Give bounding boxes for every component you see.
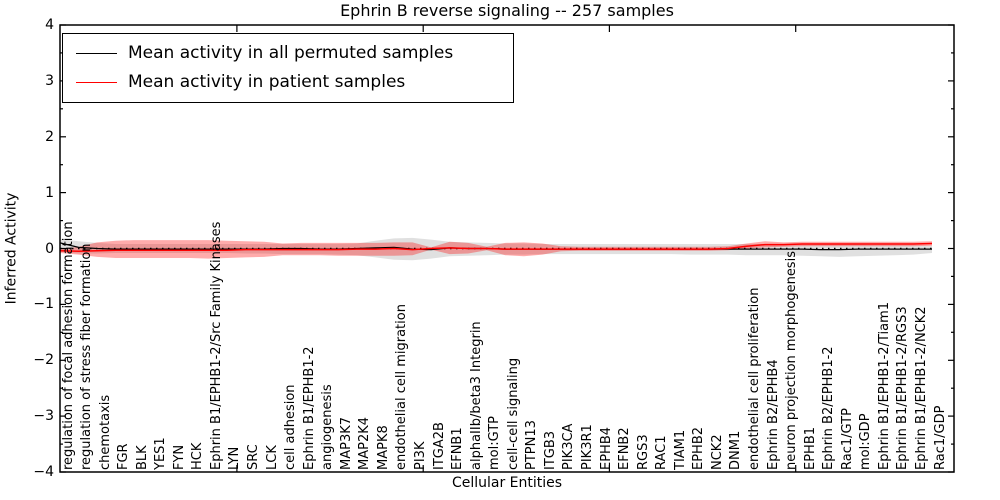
x-category-label: SRC <box>246 444 262 470</box>
x-category-label: PIK3R1 <box>579 424 595 470</box>
legend-item-permuted: Mean activity in all permuted samples <box>76 43 513 63</box>
x-category-label: Ephrin B2/EPHB4 <box>765 359 781 470</box>
x-category-label: Ephrin B1/EPHB1-2/RGS3 <box>895 306 911 470</box>
x-category-label: cell adhesion <box>283 384 299 470</box>
x-category-label: DNM1 <box>728 430 744 470</box>
x-category-label: LCK <box>264 445 280 470</box>
x-category-label: EPHB2 <box>691 426 707 470</box>
legend-line-patient-icon <box>76 81 117 83</box>
x-category-label: Ephrin B1/EPHB1-2 <box>301 346 317 470</box>
x-category-label: EPHB4 <box>598 426 614 470</box>
x-category-label: Ephrin B1/EPHB1-2/Tiam1 <box>876 301 892 470</box>
y-tick-label: 2 <box>45 128 54 145</box>
y-tick-label: 3 <box>45 72 54 89</box>
x-axis-label: Cellular Entities <box>451 475 563 491</box>
x-category-label: LYN <box>227 446 243 470</box>
x-category-label: alphaIIb/beta3 Integrin <box>468 321 484 470</box>
x-category-label: angiogenesis <box>320 384 336 470</box>
y-tick-label: 4 <box>45 17 54 33</box>
x-category-label: regulation of stress fiber formation <box>79 243 95 470</box>
x-category-label: regulation of focal adhesion formation <box>60 221 76 470</box>
legend-item-patient: Mean activity in patient samples <box>76 72 513 92</box>
x-category-label: MAP2K4 <box>357 416 373 470</box>
x-category-label: PI3K <box>413 441 428 470</box>
x-category-label: chemotaxis <box>97 394 113 470</box>
y-tick-label: −3 <box>33 408 54 425</box>
x-category-label: Ephrin B1/EPHB1-2/NCK2 <box>913 306 929 470</box>
x-category-label: ITGA2B <box>431 422 447 470</box>
x-category-label: HCK <box>190 442 206 470</box>
x-category-label: ITGB3 <box>542 430 558 470</box>
x-category-label: mol:GTP <box>487 416 503 470</box>
x-category-label: TIAM1 <box>672 429 688 470</box>
x-category-label: PIK3CA <box>561 423 577 470</box>
legend-line-permuted-icon <box>76 52 117 54</box>
x-category-label: FGR <box>116 443 132 470</box>
chart-title: Ephrin B reverse signaling -- 257 sample… <box>340 1 674 20</box>
y-tick-label: 0 <box>45 240 54 257</box>
y-tick-label: 1 <box>45 184 54 201</box>
x-category-label: Rac1/GDP <box>932 405 948 470</box>
x-category-label: endothelial cell proliferation <box>746 287 762 471</box>
x-category-label: Ephrin B1/EPHB1-2/Src Family Kinases <box>208 221 224 470</box>
y-tick-label: −4 <box>33 464 54 480</box>
x-category-label: FYN <box>171 444 187 470</box>
x-category-label: NCK2 <box>709 434 725 470</box>
x-category-label: BLK <box>134 445 150 470</box>
legend: Mean activity in all permuted samples Me… <box>62 33 514 103</box>
x-category-label: RAC1 <box>654 435 670 470</box>
x-category-label: RGS3 <box>635 434 651 470</box>
x-category-label: Ephrin B2/EPHB1-2 <box>821 346 837 470</box>
x-category-label: EPHB1 <box>802 426 818 470</box>
x-category-label: EFNB1 <box>450 427 466 470</box>
x-category-label: PTPN13 <box>524 420 540 470</box>
x-category-label: MAP3K7 <box>338 416 354 470</box>
legend-label-permuted: Mean activity in all permuted samples <box>128 43 454 63</box>
x-category-label: cell-cell signaling <box>505 357 521 470</box>
x-category-label: neuron projection morphogenesis <box>784 251 800 470</box>
patient-mean-line <box>59 242 933 253</box>
x-category-label: mol:GDP <box>858 413 874 470</box>
x-category-label: YES1 <box>153 437 169 470</box>
x-category-label: endothelial cell migration <box>394 304 410 470</box>
y-tick-label: −2 <box>33 352 54 369</box>
x-category-label: EFNB2 <box>617 427 633 470</box>
axis-ticks <box>60 24 954 473</box>
x-category-label: Rac1/GTP <box>839 408 855 470</box>
legend-label-patient: Mean activity in patient samples <box>128 72 406 92</box>
x-category-label: MAPK8 <box>375 425 391 470</box>
y-tick-label: −1 <box>33 296 54 313</box>
